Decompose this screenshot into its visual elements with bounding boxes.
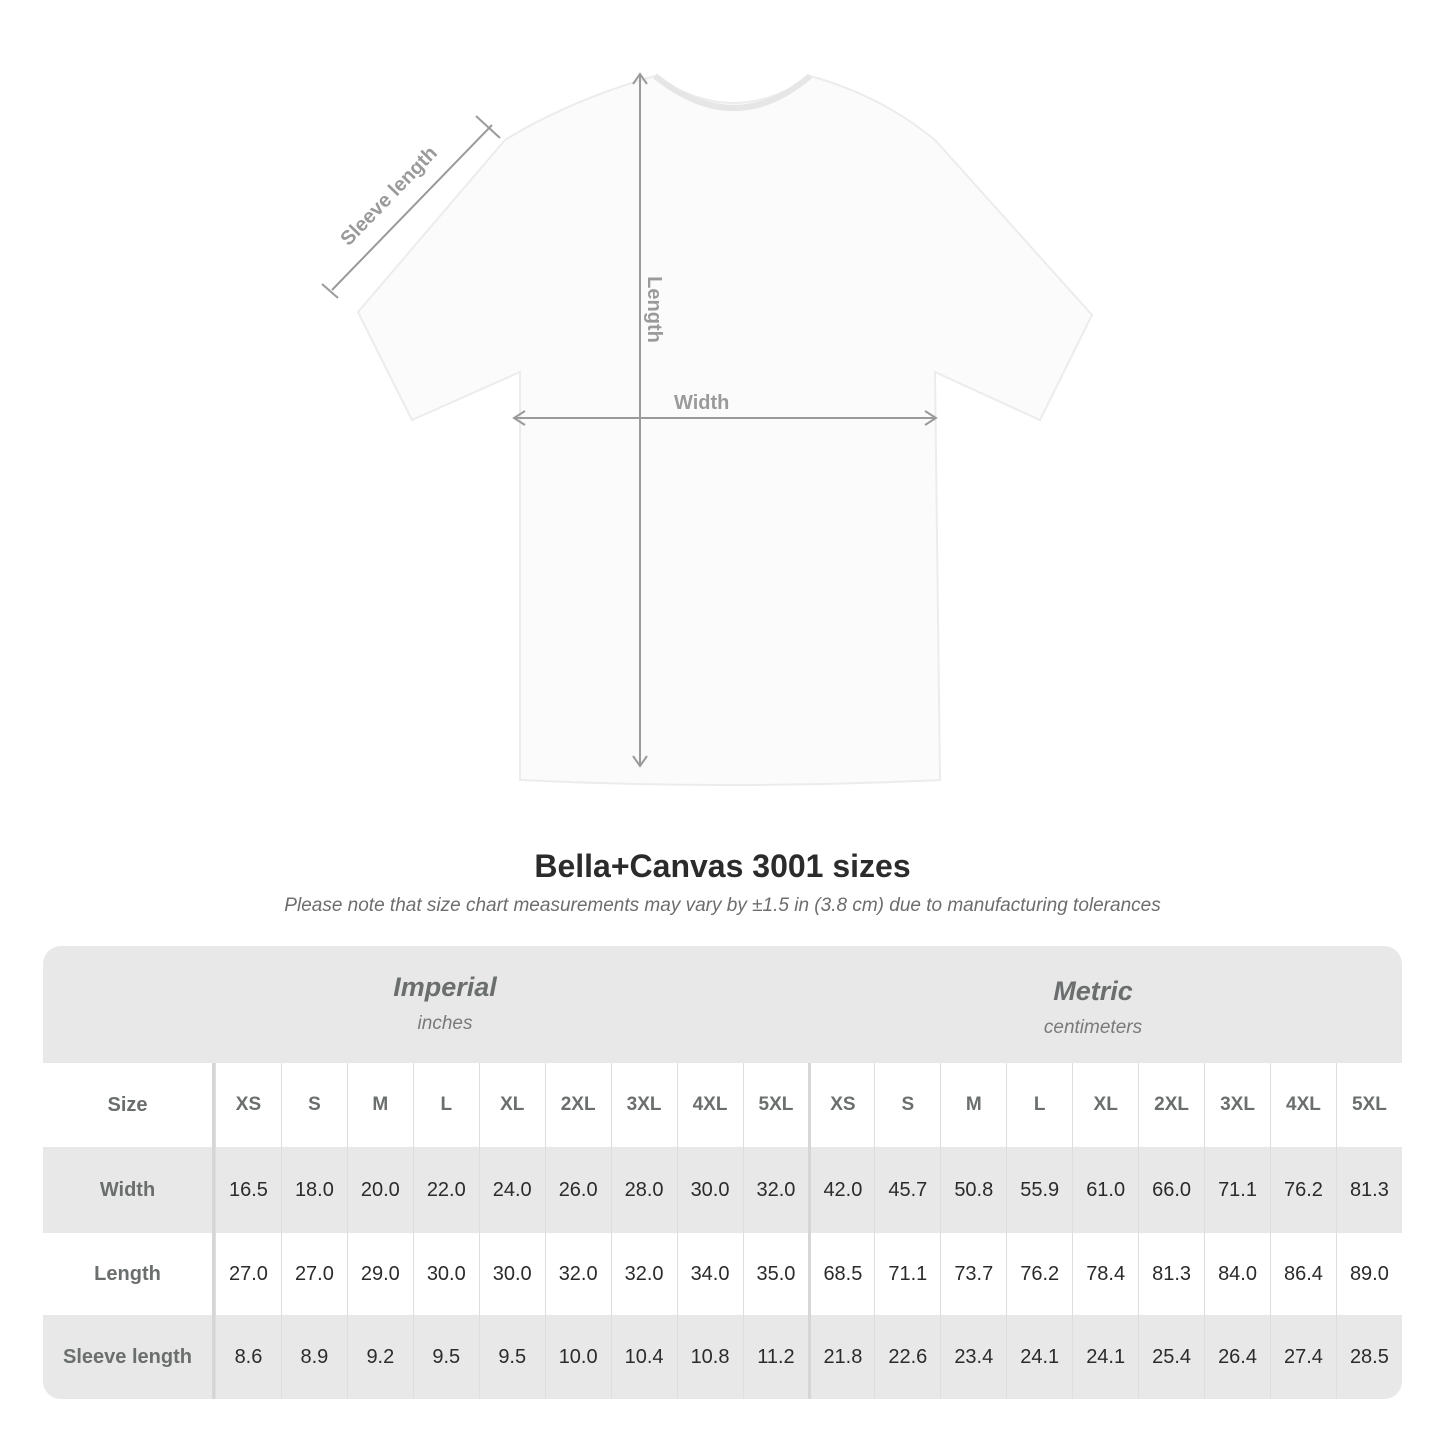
- size-imperial-header: 5XL: [742, 1063, 809, 1147]
- imperial-value: 26.0: [544, 1147, 611, 1233]
- size-header-row: Size XS S M L XL 2XL 3XL 4XL 5XL XS S M L XL 2XL 3XL 4XL 5…: [43, 1063, 1402, 1147]
- imperial-value: 8.9: [280, 1315, 347, 1399]
- size-imperial-header: XS: [215, 1063, 281, 1147]
- metric-value: 25.4: [1138, 1315, 1204, 1399]
- imperial-value: 16.5: [215, 1147, 281, 1233]
- metric-value: 28.5: [1335, 1315, 1402, 1399]
- metric-value: 68.5: [808, 1233, 874, 1315]
- imperial-value: 32.0: [742, 1147, 809, 1233]
- size-table: Imperial inches Metric centimeters Size X…: [43, 946, 1402, 1399]
- imperial-value: 10.8: [676, 1315, 743, 1399]
- size-imperial-header: 4XL: [676, 1063, 743, 1147]
- size-metric-header: 3XL: [1204, 1063, 1270, 1147]
- metric-value: 71.1: [874, 1233, 940, 1315]
- imperial-value: 30.0: [676, 1147, 743, 1233]
- table-row: Width 16.5 18.0 20.0 22.0 24.0 26.0 28.0 30.0 32.…: [43, 1147, 1402, 1233]
- size-metric-header: 2XL: [1138, 1063, 1204, 1147]
- imperial-value: 20.0: [346, 1147, 413, 1233]
- metric-value: 45.7: [874, 1147, 940, 1233]
- imperial-value: 27.0: [280, 1233, 347, 1315]
- size-metric-header: M: [940, 1063, 1006, 1147]
- size-metric-header: XL: [1072, 1063, 1138, 1147]
- chart-title: Bella+Canvas 3001 sizes: [534, 848, 911, 884]
- size-metric-header: L: [1006, 1063, 1072, 1147]
- metric-value: 42.0: [808, 1147, 874, 1233]
- imperial-value: 29.0: [346, 1233, 413, 1315]
- row-label: Width: [43, 1147, 215, 1233]
- imperial-value: 18.0: [280, 1147, 347, 1233]
- imperial-value: 10.4: [610, 1315, 677, 1399]
- width-label: Width: [674, 392, 730, 414]
- metric-value: 76.2: [1006, 1233, 1072, 1315]
- metric-value: 71.1: [1204, 1147, 1270, 1233]
- metric-value: 78.4: [1072, 1233, 1138, 1315]
- imperial-unit: inches: [417, 1013, 473, 1034]
- imperial-value: 9.5: [478, 1315, 545, 1399]
- size-metric-header: S: [874, 1063, 940, 1147]
- row-label: Length: [43, 1233, 215, 1315]
- imperial-value: 35.0: [742, 1233, 809, 1315]
- metric-value: 81.3: [1335, 1147, 1402, 1233]
- size-metric-header: XS: [808, 1063, 874, 1147]
- metric-value: 89.0: [1335, 1233, 1402, 1315]
- size-imperial-header: S: [280, 1063, 347, 1147]
- imperial-value: 11.2: [742, 1315, 809, 1399]
- size-imperial-header: M: [346, 1063, 413, 1147]
- metric-value: 23.4: [940, 1315, 1006, 1399]
- metric-value: 61.0: [1072, 1147, 1138, 1233]
- imperial-header: Imperial inches: [245, 972, 645, 1035]
- tshirt-shape: [356, 74, 1094, 786]
- size-metric-header: 4XL: [1270, 1063, 1336, 1147]
- tolerance-note: Please note that size chart measurements…: [284, 895, 1161, 916]
- table-row: Sleeve length 8.6 8.9 9.2 9.5 9.5 10.0 10.4 10.8…: [43, 1315, 1402, 1399]
- size-imperial-header: 2XL: [544, 1063, 611, 1147]
- imperial-value: 9.2: [346, 1315, 413, 1399]
- metric-value: 26.4: [1204, 1315, 1270, 1399]
- imperial-value: 34.0: [676, 1233, 743, 1315]
- imperial-value: 10.0: [544, 1315, 611, 1399]
- metric-value: 84.0: [1204, 1233, 1270, 1315]
- imperial-value: 30.0: [412, 1233, 479, 1315]
- metric-value: 81.3: [1138, 1233, 1204, 1315]
- size-metric-header: 5XL: [1335, 1063, 1402, 1147]
- row-label: Sleeve length: [43, 1315, 215, 1399]
- imperial-value: 32.0: [610, 1233, 677, 1315]
- imperial-value: 8.6: [215, 1315, 281, 1399]
- imperial-value: 27.0: [215, 1233, 281, 1315]
- metric-unit: centimeters: [1043, 1017, 1143, 1038]
- metric-title: Metric: [1053, 976, 1133, 1006]
- imperial-value: 28.0: [610, 1147, 677, 1233]
- size-imperial-header: XL: [478, 1063, 545, 1147]
- metric-value: 50.8: [940, 1147, 1006, 1233]
- imperial-value: 24.0: [478, 1147, 545, 1233]
- tshirt-diagram: [321, 72, 1094, 786]
- sleeve-measure-line: [331, 124, 493, 291]
- metric-value: 21.8: [808, 1315, 874, 1399]
- metric-value: 24.1: [1006, 1315, 1072, 1399]
- metric-value: 22.6: [874, 1315, 940, 1399]
- collar: [653, 73, 812, 111]
- imperial-value: 32.0: [544, 1233, 611, 1315]
- table-row: Length 27.0 27.0 29.0 30.0 30.0 32.0 32.0 34.0 35…: [43, 1233, 1402, 1315]
- metric-value: 66.0: [1138, 1147, 1204, 1233]
- metric-value: 76.2: [1270, 1147, 1336, 1233]
- imperial-value: 22.0: [412, 1147, 479, 1233]
- imperial-title: Imperial: [393, 972, 497, 1002]
- size-imperial-header: 3XL: [610, 1063, 677, 1147]
- imperial-value: 9.5: [412, 1315, 479, 1399]
- row-label: Size: [43, 1063, 215, 1147]
- metric-value: 86.4: [1270, 1233, 1336, 1315]
- metric-value: 55.9: [1006, 1147, 1072, 1233]
- length-label: Length: [642, 276, 665, 343]
- metric-header: Metric centimeters: [893, 976, 1293, 1039]
- size-imperial-header: L: [412, 1063, 479, 1147]
- metric-value: 73.7: [940, 1233, 1006, 1315]
- imperial-value: 30.0: [478, 1233, 545, 1315]
- metric-value: 27.4: [1270, 1315, 1336, 1399]
- metric-value: 24.1: [1072, 1315, 1138, 1399]
